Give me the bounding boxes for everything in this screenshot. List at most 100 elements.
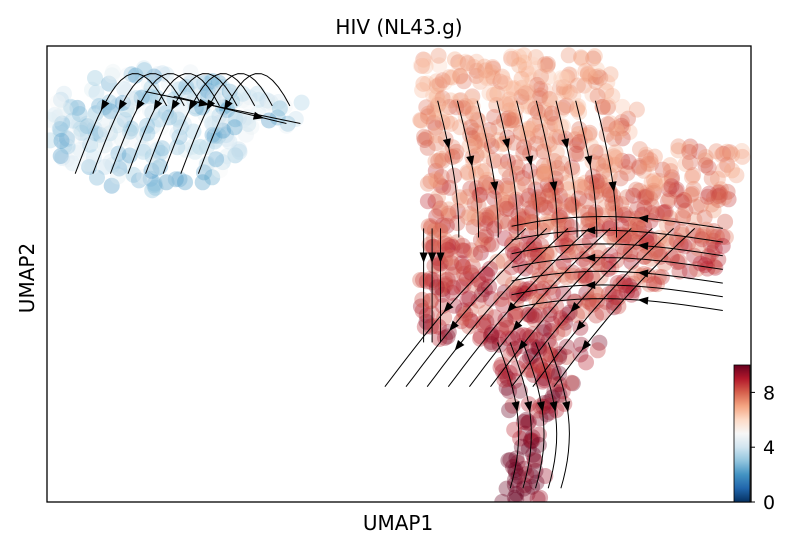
cell-point: [552, 310, 569, 327]
cell-point: [499, 194, 516, 211]
cell-point: [501, 91, 518, 108]
cell-point: [716, 189, 733, 206]
cell-point: [622, 242, 639, 259]
cell-point: [661, 190, 678, 206]
cell-point: [47, 110, 64, 127]
cell-point: [545, 363, 562, 380]
cell-point: [477, 215, 494, 232]
cell-point: [441, 69, 458, 86]
cell-point: [615, 229, 632, 246]
cell-point: [646, 275, 662, 292]
cell-point: [62, 98, 79, 115]
cell-point: [569, 77, 586, 94]
cell-point: [539, 176, 556, 193]
cell-point: [577, 267, 594, 284]
cell-point: [423, 218, 440, 235]
cell-point: [488, 203, 505, 220]
cell-point: [136, 168, 153, 185]
cell-point: [734, 148, 751, 165]
cell-point: [452, 67, 469, 84]
cell-point: [155, 110, 172, 127]
cell-point: [647, 175, 664, 192]
cell-point: [182, 75, 199, 91]
cell-point: [584, 86, 601, 103]
cell-point: [542, 91, 559, 108]
cell-point: [526, 311, 543, 328]
cell-point: [451, 59, 468, 75]
cell-point: [700, 248, 717, 265]
cell-point: [103, 67, 120, 84]
cell-point: [485, 86, 502, 103]
cell-point: [555, 79, 572, 95]
cell-point: [422, 292, 439, 309]
cell-point: [560, 181, 577, 198]
cell-point: [465, 59, 482, 75]
cell-point: [712, 181, 729, 198]
cell-point: [498, 317, 515, 334]
cell-point: [532, 356, 548, 373]
cell-point: [710, 192, 727, 208]
cell-point: [522, 349, 538, 366]
cell-point: [733, 143, 750, 159]
velocity-streamline: [511, 243, 723, 257]
cell-point: [614, 130, 631, 147]
cell-point: [430, 189, 446, 206]
cell-point: [639, 184, 655, 201]
cell-point: [537, 260, 554, 277]
cell-point: [696, 209, 713, 226]
cell-point: [472, 328, 489, 345]
cell-point: [571, 176, 588, 193]
cell-point: [464, 88, 481, 105]
cell-point: [161, 109, 178, 126]
cell-point: [483, 64, 500, 81]
cell-point: [219, 148, 236, 165]
cell-point: [636, 248, 653, 265]
cell-point: [467, 246, 484, 263]
cell-point: [461, 205, 478, 222]
cell-point: [135, 60, 152, 77]
cell-point: [554, 383, 571, 400]
cell-point: [499, 180, 516, 197]
cell-point: [414, 291, 431, 308]
cell-point: [517, 281, 534, 298]
cell-point: [597, 178, 614, 194]
cell-point: [243, 118, 260, 135]
cell-point: [699, 188, 716, 205]
cell-point: [455, 302, 472, 319]
cell-point: [529, 104, 546, 120]
cell-point: [249, 85, 266, 102]
cell-point: [486, 109, 503, 125]
cell-point: [515, 480, 532, 497]
velocity-arrowhead: [549, 181, 558, 193]
cell-point: [620, 110, 636, 127]
cell-point: [537, 82, 554, 99]
cell-point: [462, 119, 479, 136]
cell-point: [554, 203, 571, 220]
cell-point: [503, 259, 520, 276]
cell-point: [517, 260, 534, 277]
cell-point: [529, 76, 546, 93]
cell-point: [230, 110, 247, 127]
cell-point: [524, 71, 541, 88]
velocity-streamline: [197, 73, 291, 174]
cell-point: [452, 119, 468, 136]
cell-point: [524, 429, 541, 446]
cell-point: [542, 118, 558, 135]
cell-point: [629, 201, 646, 218]
cell-point: [434, 286, 451, 303]
cell-point: [211, 114, 228, 131]
cell-point: [59, 131, 76, 147]
velocity-streamline: [511, 298, 723, 311]
cell-point: [499, 370, 516, 387]
cell-point: [420, 218, 437, 235]
cell-point: [482, 260, 498, 277]
cell-point: [536, 101, 553, 118]
cell-point: [553, 165, 570, 182]
cell-point: [59, 140, 76, 156]
cell-point: [101, 75, 117, 92]
cell-point: [542, 120, 558, 137]
cell-point: [555, 99, 572, 116]
cell-point: [492, 153, 509, 170]
cell-point: [543, 109, 560, 126]
cell-point: [79, 118, 96, 135]
